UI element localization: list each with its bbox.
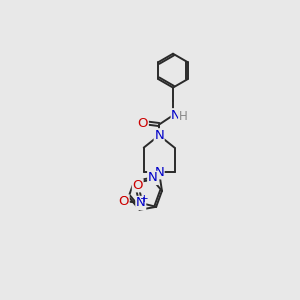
Text: -: - [122,190,126,202]
Text: N: N [171,109,181,122]
Text: O: O [118,195,129,208]
Text: N: N [148,171,158,184]
Text: +: + [140,194,149,204]
Text: O: O [138,116,148,130]
Text: O: O [132,179,143,192]
Text: N: N [154,166,164,179]
Text: N: N [136,196,146,209]
Text: H: H [178,110,188,123]
Text: N: N [154,129,164,142]
